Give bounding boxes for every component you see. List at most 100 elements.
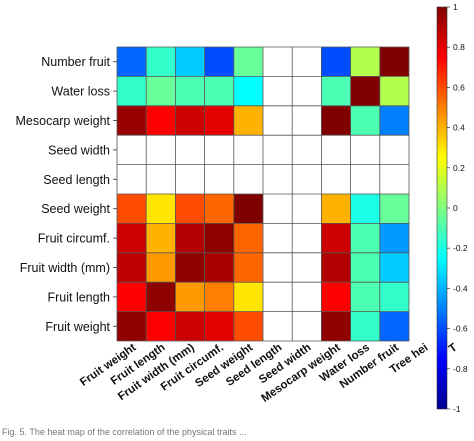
heatmap-cell [175, 76, 205, 106]
heatmap-cell [204, 76, 234, 106]
row-label: Fruit length [47, 290, 110, 304]
heatmap-cell [263, 223, 293, 253]
heatmap-cell [292, 105, 322, 136]
row-label: Water loss [51, 85, 110, 99]
heatmap-cell [263, 105, 293, 136]
heatmap-cell [321, 282, 351, 312]
heatmap-cell [204, 164, 234, 194]
heatmap-cell [175, 164, 205, 194]
heatmap-cell [175, 311, 205, 341]
heatmap-cell [350, 282, 380, 312]
heatmap-cell [263, 47, 293, 77]
heatmap-cell [233, 164, 263, 194]
heatmap-cell [379, 76, 409, 106]
heatmap-cell [233, 47, 263, 77]
heatmap-cell [321, 135, 351, 165]
heatmap-cell [233, 252, 263, 283]
heatmap-cell [204, 223, 234, 253]
colorbar-tick-label: -0.4 [453, 283, 468, 293]
heatmap-cell [175, 252, 205, 283]
heatmap-cell [175, 47, 205, 77]
heatmap-cell [292, 282, 322, 312]
colorbar-tick-label: 0.6 [453, 82, 465, 92]
heatmap-cell [204, 47, 234, 77]
heatmap-cell [117, 282, 147, 312]
heatmap-cell [146, 47, 176, 77]
colorbar-gradient [436, 6, 448, 410]
colorbar-ticks: 1 0.8 0.6 0.4 0.2 0 -0.2 -0.4 -0.6 -0.8 -1 [447, 2, 468, 414]
heatmap-cell [117, 164, 147, 194]
heatmap-cell [379, 164, 409, 194]
heatmap-cells [117, 47, 409, 341]
row-label: Fruit circumf. [38, 232, 110, 246]
heatmap-cell [204, 282, 234, 312]
heatmap-cell [204, 252, 234, 283]
heatmap-cell [146, 223, 176, 253]
colorbar-tick-label: 0.2 [453, 163, 465, 173]
heatmap-cell [263, 76, 293, 106]
heatmap-cell [233, 105, 263, 136]
row-label: Seed width [48, 143, 110, 157]
row-label: Fruit weight [45, 320, 110, 334]
row-label: Mesocarp weight [16, 114, 111, 128]
heatmap-cell [175, 223, 205, 253]
heatmap-cell [146, 282, 176, 312]
heatmap-cell [292, 164, 322, 194]
heatmap-cell [350, 47, 380, 77]
heatmap-cell [350, 252, 380, 283]
heatmap-cell [379, 135, 409, 165]
heatmap-cell [146, 194, 176, 224]
heatmap-cell [321, 76, 351, 106]
heatmap-cell [292, 223, 322, 253]
heatmap-cell [292, 194, 322, 224]
heatmap-cell [263, 135, 293, 165]
heatmap-cell [146, 311, 176, 341]
heatmap-cell [117, 105, 147, 136]
heatmap-cell [350, 105, 380, 136]
heatmap-cell [117, 76, 147, 106]
heatmap-cell [117, 311, 147, 341]
heatmap-cell [292, 135, 322, 165]
colorbar-tick-label: 1 [453, 2, 458, 12]
heatmap-cell [379, 194, 409, 224]
heatmap-cell [379, 47, 409, 77]
colorbar-tick-label: -1 [453, 404, 461, 414]
colorbar-tick-label: -0.2 [453, 243, 468, 253]
colorbar-tick-label: 0.8 [453, 42, 465, 52]
heatmap-cell [175, 105, 205, 136]
row-label: Fruit width (mm) [20, 261, 110, 275]
heatmap-cell [117, 135, 147, 165]
colorbar-tick-label: -0.6 [453, 324, 468, 334]
heatmap-cell [350, 311, 380, 341]
heatmap-cell [146, 164, 176, 194]
heatmap-cell [117, 194, 147, 224]
heatmap-cell [379, 282, 409, 312]
heatmap-cell [233, 76, 263, 106]
heatmap-cell [321, 311, 351, 341]
heatmap-cell [292, 252, 322, 283]
heatmap-cell [204, 135, 234, 165]
heatmap-cell [350, 76, 380, 106]
heatmap-cell [175, 135, 205, 165]
heatmap-cell [175, 282, 205, 312]
colorbar: 1 0.8 0.6 0.4 0.2 0 -0.2 -0.4 -0.6 -0.8 -1 [436, 2, 468, 414]
figure-caption: Fig. 5. The heat map of the correlation … [2, 427, 247, 437]
heatmap-cell [204, 194, 234, 224]
heatmap-cell [175, 194, 205, 224]
heatmap-grid [116, 46, 410, 342]
heatmap-cell [350, 194, 380, 224]
heatmap-cell [204, 311, 234, 341]
heatmap-cell [292, 76, 322, 106]
row-label: Seed length [43, 173, 110, 187]
heatmap-cell [117, 252, 147, 283]
heatmap-cell [233, 223, 263, 253]
heatmap-cell [263, 164, 293, 194]
heatmap-cell [379, 311, 409, 341]
heatmap-cell [263, 252, 293, 283]
heatmap-cell [204, 105, 234, 136]
colorbar-tick-label: -0.8 [453, 364, 468, 374]
heatmap-cell [321, 47, 351, 77]
heatmap-cell [117, 47, 147, 77]
